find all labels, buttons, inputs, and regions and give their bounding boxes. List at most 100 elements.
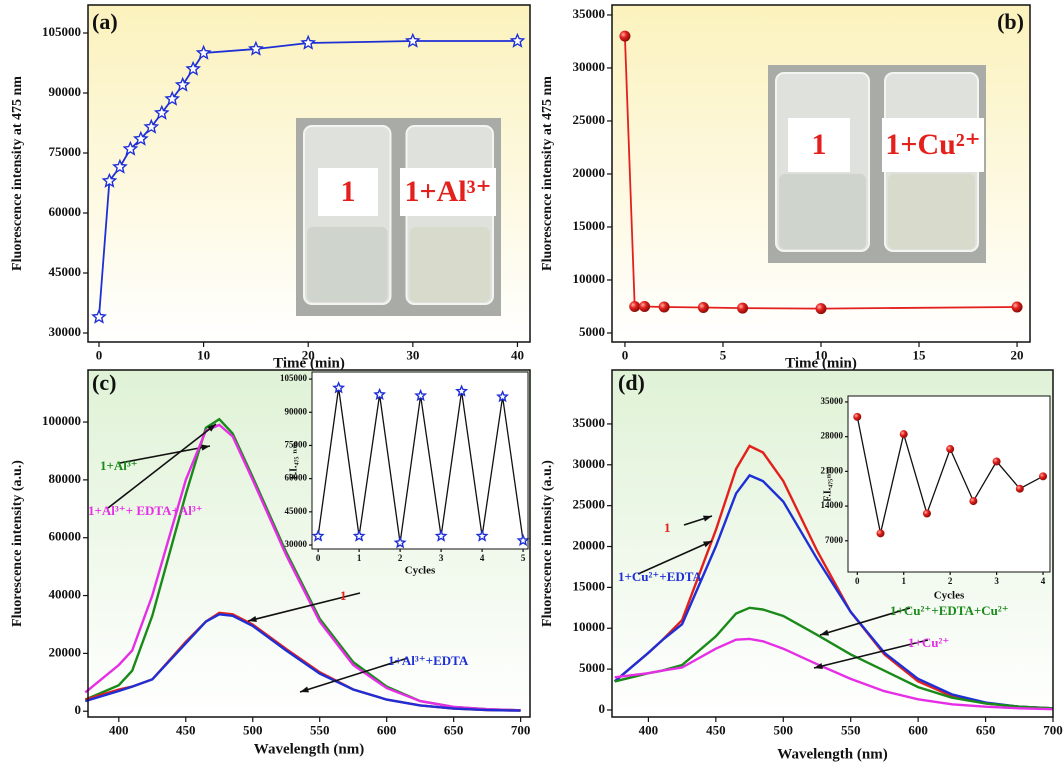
arrow-head (703, 515, 712, 522)
inset-chart: 7000 14000 21000 28000 35000 0 1 2 3 4 Cycles F.I.₄… (821, 395, 1051, 602)
x-tick-label: 0 (622, 348, 629, 363)
plot-frame (87, 369, 531, 718)
series-label: 1 (664, 520, 671, 535)
inset-chart: 30000 45000 60000 75000 90000 105000 0 1 2 3 4 5 Cyc… (280, 371, 530, 577)
x-tick-label: 450 (176, 723, 196, 738)
y-tick-label: 90000 (285, 406, 308, 416)
circle-marker (1011, 301, 1023, 313)
plot-background (848, 396, 1050, 572)
y-axis-label: Fluorescence intensity (a.u.) (540, 460, 555, 627)
circle-marker (619, 30, 631, 42)
x-tick-label: 0 (855, 576, 860, 586)
vial-liquid (409, 226, 490, 303)
x-tick-label: 4 (480, 553, 485, 563)
panel-label: (d) (618, 370, 645, 395)
panel: 5000 10000 15000 20000 25000 30000 35000 0 5 10 15… (540, 4, 1031, 371)
star-marker (122, 140, 139, 156)
circle-marker (922, 509, 931, 518)
x-tick-label: 1 (901, 576, 906, 586)
star-marker (475, 529, 489, 542)
data-line (614, 637, 1054, 711)
star-marker (332, 381, 346, 394)
x-tick-label: 600 (377, 723, 397, 738)
star-marker (434, 529, 448, 542)
star-marker (153, 104, 170, 120)
x-tick-label: 650 (976, 723, 996, 738)
y-tick-label: 60000 (285, 473, 308, 483)
panel-label: (b) (997, 9, 1024, 34)
star-marker (509, 32, 526, 48)
circle-marker (853, 412, 862, 421)
star-marker (516, 533, 530, 547)
y-tick-label: 30000 (285, 539, 308, 549)
y-axis-label: F.I.₄₇₅ₙₘ (822, 466, 833, 502)
y-tick-label: 35000 (573, 6, 606, 21)
y-tick-label: 105000 (280, 373, 308, 383)
y-axis-label: Fluorescence intensity (a.u.) (10, 460, 25, 627)
y-axis-label: Fluorescence intensity at 475 nm (10, 76, 25, 271)
x-axis-label: Time (min) (273, 355, 345, 371)
circle-marker (629, 300, 641, 312)
y-tick-label: 7000 (825, 535, 844, 545)
arrow-head (207, 424, 216, 432)
x-tick-label: 40 (511, 348, 524, 363)
star-marker (101, 172, 118, 188)
x-tick-label: 700 (1043, 723, 1063, 738)
circle-marker (697, 302, 709, 314)
star-marker (111, 158, 128, 174)
x-tick-label: 5 (521, 553, 526, 563)
series-label: 1 (340, 588, 347, 603)
panel: 30000 45000 60000 75000 90000 105000 0 10 20 30 40… (10, 4, 531, 371)
vial-liquid (779, 173, 866, 250)
photo-label: 1+Al³⁺ (405, 175, 492, 208)
y-tick-label: 25000 (573, 497, 606, 512)
y-tick-label: 10000 (573, 271, 606, 286)
star-marker (373, 387, 387, 401)
arrow-head (201, 444, 210, 451)
x-tick-label: 550 (310, 723, 330, 738)
photo-label-box (788, 118, 850, 172)
arrow-head (248, 615, 257, 622)
series-label: 1+Al³⁺ (100, 458, 138, 473)
x-axis-label: Wavelength (nm) (254, 741, 364, 757)
data-line (614, 606, 1054, 710)
y-tick-label: 5000 (579, 660, 605, 675)
arrow-head (703, 541, 712, 548)
y-tick-label: 15000 (573, 578, 606, 593)
star-marker (414, 388, 428, 402)
x-tick-label: 4 (1041, 576, 1046, 586)
circle-marker (658, 301, 670, 313)
photo-label-box (400, 168, 496, 216)
plot-frame (847, 395, 1051, 573)
label-arrow (637, 540, 713, 575)
y-axis-label: Fluorescence intensity at 475 nm (540, 76, 555, 271)
circle-marker (639, 300, 651, 312)
star-marker (185, 60, 202, 76)
x-tick-label: 20 (302, 348, 315, 363)
x-axis-label: Cycles (934, 590, 965, 602)
data-line (84, 423, 521, 712)
series-label: 1+Al³⁺+ EDTA+Al³⁺ (88, 503, 203, 518)
y-tick-label: 105000 (42, 24, 81, 39)
label-arrow (819, 607, 911, 636)
x-tick-label: 20 (1011, 348, 1024, 363)
x-tick-label: 0 (96, 348, 103, 363)
y-tick-label: 75000 (49, 144, 82, 159)
y-tick-label: 5000 (579, 324, 605, 339)
y-tick-label: 30000 (573, 456, 606, 471)
x-tick-label: 2 (398, 553, 403, 563)
y-tick-label: 0 (599, 701, 606, 716)
x-axis-label: Time (min) (785, 355, 857, 371)
y-tick-label: 35000 (821, 396, 844, 406)
star-marker (404, 32, 421, 48)
x-tick-label: 700 (511, 723, 531, 738)
star-marker (311, 529, 325, 542)
x-axis-label: Wavelength (nm) (777, 746, 887, 762)
star-marker (132, 130, 149, 146)
y-tick-label: 28000 (821, 431, 844, 441)
circle-marker (992, 457, 1001, 466)
y-tick-label: 0 (75, 702, 82, 717)
x-tick-label: 10 (815, 348, 828, 363)
x-tick-label: 400 (109, 723, 129, 738)
star-marker (195, 44, 212, 60)
